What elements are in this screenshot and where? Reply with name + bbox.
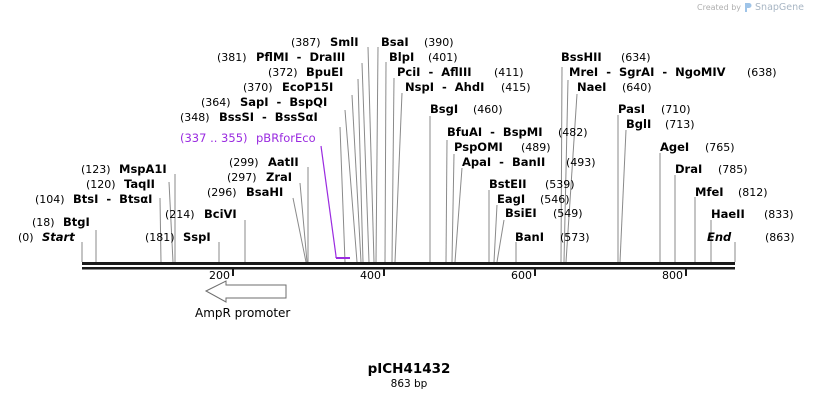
plasmid-name: pICH41432: [367, 361, 451, 377]
site-position-label: (634): [621, 51, 651, 64]
backbone-bottom-strand: [82, 267, 735, 270]
site-blpi: BlpI: [389, 50, 414, 64]
site-position-label: (411): [494, 66, 524, 79]
credit-brand: SnapGene: [755, 2, 804, 13]
site-haeii: HaeII: [711, 207, 745, 221]
site-position-label: (297): [227, 171, 257, 184]
site-position-label: (299): [229, 156, 259, 169]
credit-prefix: Created by: [697, 3, 742, 12]
site-position-label: (812): [738, 186, 768, 199]
site-position-label: (482): [558, 126, 588, 139]
site-position-label: (348): [180, 111, 210, 124]
site-naei: NaeI: [577, 80, 606, 94]
site-position-label: (381): [217, 51, 247, 64]
site-position-label: (364): [201, 96, 231, 109]
site-labels: (0) Start End (863) (18) BtgI (104) BtsI…: [18, 35, 795, 244]
site-btsi: BtsI - BtsαI: [73, 192, 152, 206]
site-zrai: ZraI: [266, 170, 292, 184]
site-bgli: BglI: [626, 117, 651, 131]
primer-pbrforeco[interactable]: [320, 145, 350, 259]
site-position-label: (546): [540, 193, 570, 206]
site-position-label: (181): [145, 231, 175, 244]
site-position-label: (573): [560, 231, 590, 244]
plasmid-length: 863 bp: [390, 378, 428, 390]
site-position-label: (638): [747, 66, 777, 79]
site-aatii: AatII: [268, 155, 299, 169]
site-position-label: (120): [86, 178, 116, 191]
site-sapi: SapI - BspQI: [240, 95, 327, 109]
site-ecop15i: EcoP15I: [282, 80, 333, 94]
site-pspomi: PspOMI: [454, 140, 503, 154]
tick-label-600: 600: [511, 269, 532, 282]
site-position-label: (104): [35, 193, 65, 206]
site-agei: AgeI: [660, 140, 689, 154]
tick-label-800: 800: [662, 269, 683, 282]
site-position-label: (296): [207, 186, 237, 199]
site-position-label: (387): [291, 36, 321, 49]
site-nspi: NspI - AhdI: [405, 80, 484, 94]
site-position-label: (785): [718, 163, 748, 176]
site-bfuai: BfuAI - BspMI: [447, 125, 543, 139]
snapgene-credit: Created by SnapGene: [697, 2, 804, 13]
site-position-label: (370): [243, 81, 273, 94]
site-position-label: (833): [764, 208, 794, 221]
site-position-label: (123): [81, 163, 111, 176]
site-sspi: SspI: [183, 230, 211, 244]
site-bsai: BsaI: [381, 35, 409, 49]
site-apai: ApaI - BanII: [462, 155, 545, 169]
site-position-label: (415): [501, 81, 531, 94]
site-bsgi: BsgI: [430, 102, 458, 116]
site-bani: BanI: [515, 230, 544, 244]
primer-label: pBRforEco: [256, 131, 316, 145]
start-label: Start: [42, 230, 75, 244]
start-pos: (0): [18, 231, 34, 244]
site-mfei: MfeI: [695, 185, 724, 199]
site-mspa1i: MspA1I: [119, 162, 167, 176]
site-pcii: PciI - AflIII: [397, 65, 472, 79]
site-position-label: (765): [705, 141, 735, 154]
backbone-top-strand: [82, 262, 735, 265]
site-position-label: (390): [424, 36, 454, 49]
site-position-label: (214): [165, 208, 195, 221]
site-bpuei: BpuEI: [306, 65, 343, 79]
site-position-label: (710): [661, 103, 691, 116]
site-position-label: (549): [553, 207, 583, 220]
site-bcivi: BciVI: [204, 207, 237, 221]
site-bsshii: BssHII: [561, 50, 602, 64]
end-pos: (863): [765, 231, 795, 244]
site-drai: DraI: [675, 162, 702, 176]
site-mrei: MreI - SgrAI - NgoMIV: [569, 65, 726, 79]
ampr-promoter-arrow[interactable]: [204, 280, 287, 303]
axis-ticks: [232, 268, 687, 276]
site-bsteii: BstEII: [489, 177, 527, 191]
site-position-label: (18): [32, 216, 55, 229]
site-position-label: (460): [473, 103, 503, 116]
site-pflmi: PflMI - DraIII: [256, 50, 345, 64]
site-taqii: TaqII: [124, 177, 155, 191]
site-bsahi: BsaHI: [246, 185, 283, 199]
site-position-label: (401): [428, 51, 458, 64]
cut-site-lines: [81, 46, 736, 263]
tick-label-400: 400: [360, 269, 381, 282]
site-eagi: EagI: [497, 192, 525, 206]
site-position-label: (713): [665, 118, 695, 131]
site-bsssi: BssSI - BssSαI: [219, 110, 318, 124]
site-smli: SmlI: [330, 35, 359, 49]
site-position-label: (372): [268, 66, 298, 79]
snapgene-logo-icon: [745, 3, 752, 12]
site-position-label: (539): [545, 178, 575, 191]
site-pasi: PasI: [618, 102, 645, 116]
tick-label-200: 200: [209, 269, 230, 282]
site-bsiei: BsiEI: [505, 206, 537, 220]
end-label: End: [707, 230, 732, 244]
site-btgi: BtgI: [63, 215, 90, 229]
primer-range: (337 .. 355): [180, 131, 248, 145]
site-position-label: (493): [566, 156, 596, 169]
site-position-label: (640): [622, 81, 652, 94]
axis-tick-labels: 200 400 600 800: [209, 269, 683, 282]
ampr-promoter-label: AmpR promoter: [195, 306, 290, 320]
site-position-label: (489): [521, 141, 551, 154]
